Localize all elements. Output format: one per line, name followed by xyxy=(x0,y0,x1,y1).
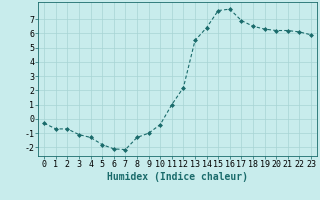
X-axis label: Humidex (Indice chaleur): Humidex (Indice chaleur) xyxy=(107,172,248,182)
